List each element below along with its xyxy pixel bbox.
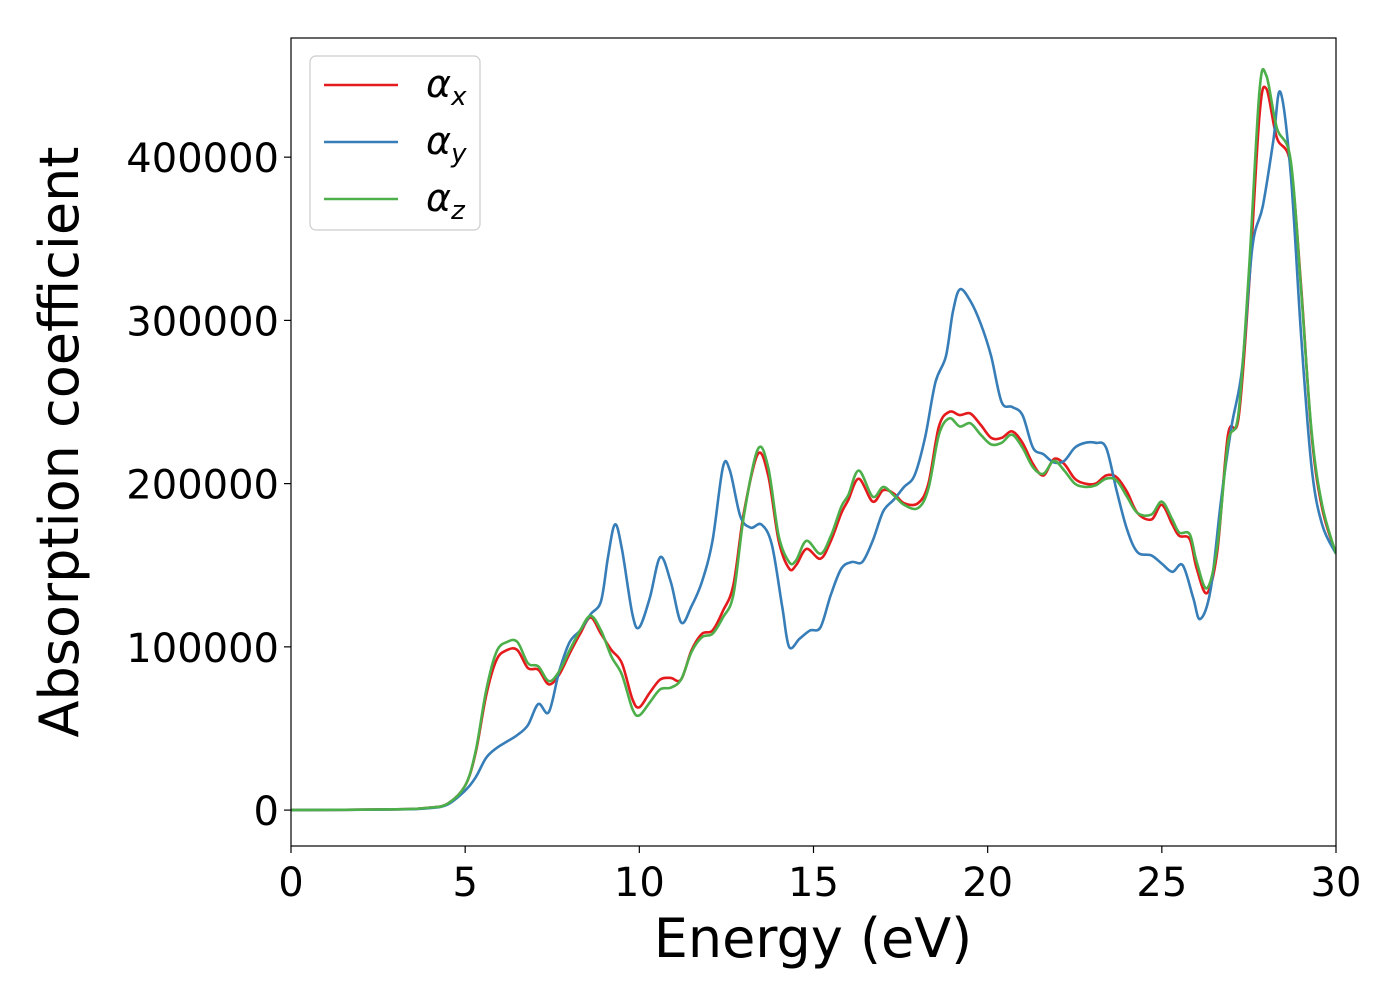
y-tick-label: 200000 [126, 463, 279, 509]
x-tick-label: 15 [788, 860, 839, 906]
x-tick-label: 5 [452, 860, 477, 906]
y-tick-label: 300000 [126, 299, 279, 345]
y-tick-label: 400000 [126, 136, 279, 182]
legend-label-y: αy [426, 119, 467, 169]
legend: αx αy αz [309, 55, 481, 231]
y-tick-label: 100000 [126, 626, 279, 672]
x-tick-label: 20 [962, 860, 1013, 906]
x-tick-label: 25 [1136, 860, 1187, 906]
y-tick-label: 0 [254, 789, 279, 835]
x-axis-label: Energy (eV) [654, 907, 973, 970]
x-tick-label: 10 [614, 860, 665, 906]
legend-label-x: αx [426, 62, 467, 112]
y-axis-label: Absorption coefficient [28, 147, 91, 738]
series-line-z [291, 67, 1336, 812]
ticks-layer: 0 5 10 15 20 25 30 0 100000 200000 300000 400000 [126, 136, 1361, 906]
x-tick-label: 0 [278, 860, 303, 906]
legend-label-z: αz [426, 176, 466, 226]
x-tick-label: 30 [1311, 860, 1362, 906]
series-layer [291, 67, 1336, 812]
